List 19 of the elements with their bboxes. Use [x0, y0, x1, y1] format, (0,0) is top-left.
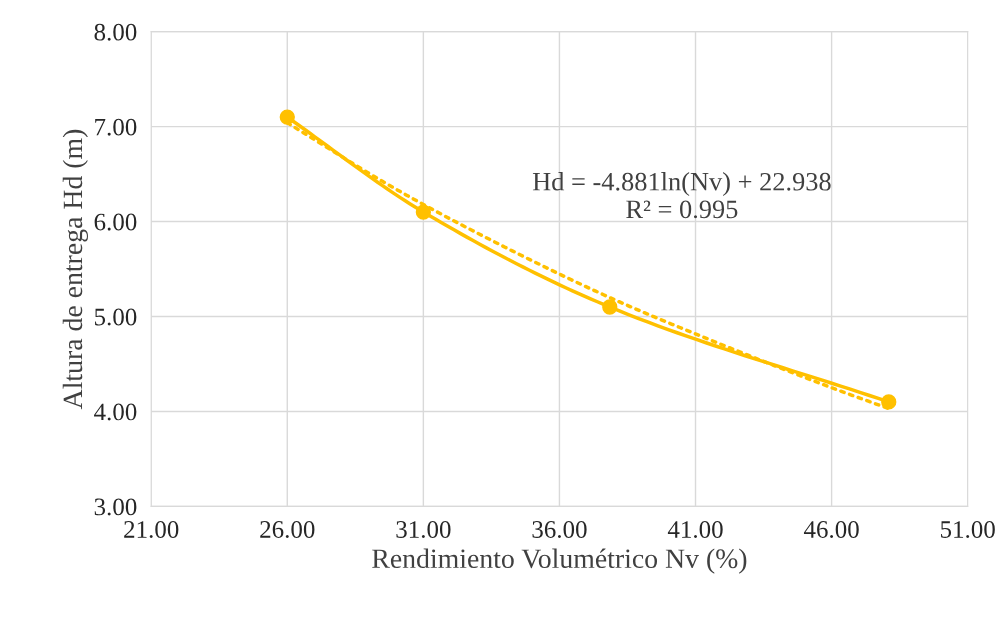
- y-tick-label: 7.00: [95, 118, 137, 136]
- point: [279, 109, 295, 125]
- x-tick-label: 26.00: [260, 521, 315, 538]
- y-tick-label: 3.00: [94, 498, 137, 516]
- x-tick-label: 46.00: [803, 521, 859, 538]
- y-axis-title: Altura de entrega Hd (m): [62, 129, 89, 410]
- point: [415, 204, 431, 220]
- point: [602, 299, 618, 315]
- annotation: Hd = -4.881ln(Nv) + 22.938 R² = 0.995: [532, 172, 831, 219]
- x-axis-title: Rendimiento Volumétrico Nv (%): [372, 548, 747, 574]
- x-tick-label: 36.00: [532, 521, 587, 538]
- x-tick-label: 21.00: [124, 521, 179, 538]
- y-tick-label: 4.00: [94, 403, 137, 421]
- y-tick-label: 8.00: [94, 23, 137, 41]
- y-tick-label: 5.00: [95, 308, 137, 326]
- x-tick-label: 41.00: [667, 521, 723, 538]
- y-tick-label: 6.00: [94, 213, 137, 231]
- x-tick-label: 31.00: [396, 521, 451, 538]
- x-tick-label: 51.00: [941, 521, 995, 538]
